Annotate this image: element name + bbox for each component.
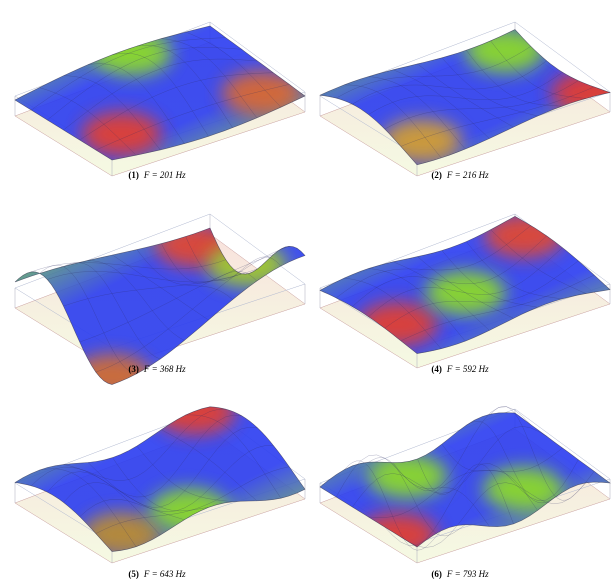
- caption-text: F = 368 Hz: [143, 364, 186, 374]
- caption: (5) F = 643 Hz: [128, 569, 186, 579]
- caption-text: F = 643 Hz: [143, 569, 186, 579]
- mode-shape: [320, 214, 610, 368]
- caption-text: F = 793 Hz: [446, 569, 489, 579]
- mode-shape: [15, 391, 305, 563]
- spot: [155, 391, 235, 435]
- caption-label: (2): [431, 170, 442, 180]
- caption-text: F = 592 Hz: [446, 364, 489, 374]
- caption-text: F = 201 Hz: [143, 170, 186, 180]
- caption: (4) F = 592 Hz: [431, 364, 489, 374]
- caption: (6) F = 793 Hz: [431, 569, 489, 579]
- figure: (1)F = 201 Hz(2)F = 216 Hz(3)F = 368 Hz(…: [0, 0, 614, 583]
- caption: (1) F = 201 Hz: [128, 170, 186, 180]
- spot: [484, 214, 564, 258]
- caption-label: (4): [431, 364, 442, 374]
- mode-shape: [320, 406, 610, 563]
- caption-label: (3): [128, 364, 139, 374]
- caption-label: (5): [128, 569, 139, 579]
- caption-label: (6): [431, 569, 442, 579]
- caption: (2) F = 216 Hz: [431, 170, 489, 180]
- caption-text: F = 216 Hz: [446, 170, 489, 180]
- mode-shape: [320, 22, 614, 176]
- caption-label: (1): [128, 170, 139, 180]
- caption: (3) F = 368 Hz: [128, 364, 186, 374]
- spot: [72, 354, 152, 398]
- mode-shape: [15, 22, 305, 176]
